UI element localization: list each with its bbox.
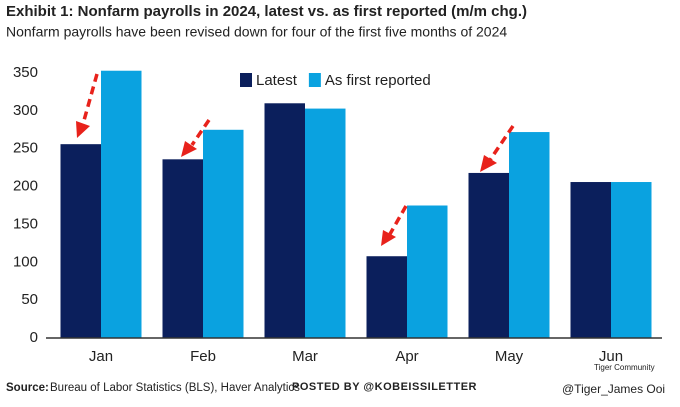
legend-swatch	[240, 73, 252, 87]
bar	[570, 182, 611, 338]
y-tick-label: 0	[30, 329, 38, 346]
bar	[611, 182, 652, 338]
y-tick-label: 50	[21, 291, 38, 308]
arrow	[388, 205, 408, 235]
y-tick-label: 300	[13, 102, 38, 119]
y-tick-label: 150	[13, 215, 38, 232]
bar	[407, 205, 448, 338]
bar	[305, 108, 346, 338]
x-tick-label: Jan	[89, 348, 113, 365]
watermark: POSTED BY @KOBEISSILETTER	[292, 381, 477, 393]
bar	[366, 256, 407, 338]
chart-title: Exhibit 1: Nonfarm payrolls in 2024, lat…	[6, 3, 527, 20]
bar	[264, 103, 305, 339]
legend-label: As first reported	[325, 72, 431, 89]
source-label: Source:	[6, 382, 49, 394]
arrowhead	[76, 121, 90, 138]
y-tick-label: 200	[13, 178, 38, 195]
bar	[468, 172, 509, 338]
annotation-arrows	[76, 73, 515, 246]
x-tick-label: Apr	[395, 348, 418, 365]
arrow	[81, 73, 99, 125]
y-tick-label: 350	[13, 64, 38, 81]
watermark: @Tiger_James Ooi	[562, 382, 665, 396]
x-tick-label: Feb	[190, 348, 216, 365]
chart-subtitle: Nonfarm payrolls have been revised down …	[6, 24, 507, 40]
legend-swatch	[308, 73, 321, 87]
watermark: Tiger Community	[594, 363, 655, 372]
bar	[203, 129, 244, 338]
x-tick-label: Jun	[599, 348, 623, 365]
arrowhead	[181, 141, 197, 157]
arrow	[190, 119, 211, 146]
x-tick-label: May	[495, 348, 524, 365]
bar	[509, 132, 550, 338]
legend-label: Latest	[256, 72, 298, 89]
bar	[60, 144, 101, 338]
x-tick-label: Mar	[292, 348, 318, 365]
arrowhead	[381, 230, 396, 246]
bar	[162, 159, 203, 338]
y-tick-label: 250	[13, 140, 38, 157]
arrowhead	[480, 155, 497, 172]
source: Bureau of Labor Statistics (BLS), Haver …	[50, 382, 300, 394]
y-tick-label: 100	[13, 253, 38, 270]
arrow	[488, 125, 515, 161]
bar	[101, 70, 142, 338]
